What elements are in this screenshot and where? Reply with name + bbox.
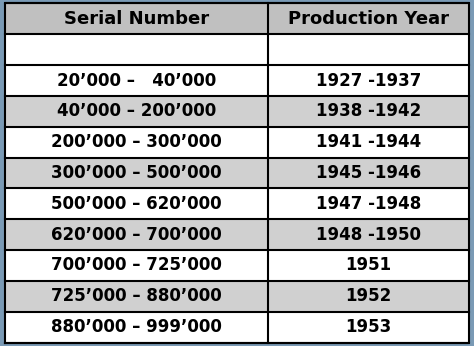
Bar <box>268 127 469 157</box>
Bar <box>268 65 469 96</box>
Bar <box>268 219 469 250</box>
Bar <box>5 157 268 189</box>
Bar <box>268 189 469 219</box>
Text: 1941 -1944: 1941 -1944 <box>316 133 421 151</box>
Bar <box>5 96 268 127</box>
Text: 200’000 – 300’000: 200’000 – 300’000 <box>51 133 222 151</box>
Bar <box>268 312 469 343</box>
Text: 500’000 – 620’000: 500’000 – 620’000 <box>51 195 221 213</box>
Text: 20’000 –   40’000: 20’000 – 40’000 <box>57 72 216 90</box>
Text: 620’000 – 700’000: 620’000 – 700’000 <box>51 226 222 244</box>
Bar <box>5 189 268 219</box>
Bar <box>268 281 469 312</box>
Text: 1952: 1952 <box>346 287 392 305</box>
Bar <box>5 219 268 250</box>
Text: 725’000 – 880’000: 725’000 – 880’000 <box>51 287 222 305</box>
Text: 1948 -1950: 1948 -1950 <box>316 226 421 244</box>
Bar <box>5 127 268 157</box>
Text: Serial Number: Serial Number <box>64 10 209 28</box>
Bar <box>268 34 469 65</box>
Bar <box>268 157 469 189</box>
Bar <box>5 3 268 34</box>
Text: 700’000 – 725’000: 700’000 – 725’000 <box>51 256 222 274</box>
Bar <box>5 34 268 65</box>
Text: 1927 -1937: 1927 -1937 <box>316 72 421 90</box>
Text: 1938 -1942: 1938 -1942 <box>316 102 421 120</box>
Bar <box>5 281 268 312</box>
Text: 1945 -1946: 1945 -1946 <box>316 164 421 182</box>
Text: Production Year: Production Year <box>288 10 449 28</box>
Text: 880’000 – 999’000: 880’000 – 999’000 <box>51 318 222 336</box>
Text: 1953: 1953 <box>346 318 392 336</box>
Bar <box>5 250 268 281</box>
Text: 1951: 1951 <box>346 256 392 274</box>
Text: 40’000 – 200’000: 40’000 – 200’000 <box>57 102 216 120</box>
Bar <box>5 312 268 343</box>
Bar <box>268 3 469 34</box>
Text: 300’000 – 500’000: 300’000 – 500’000 <box>51 164 221 182</box>
Bar <box>268 96 469 127</box>
Bar <box>268 250 469 281</box>
Text: 1947 -1948: 1947 -1948 <box>316 195 421 213</box>
Bar <box>5 65 268 96</box>
